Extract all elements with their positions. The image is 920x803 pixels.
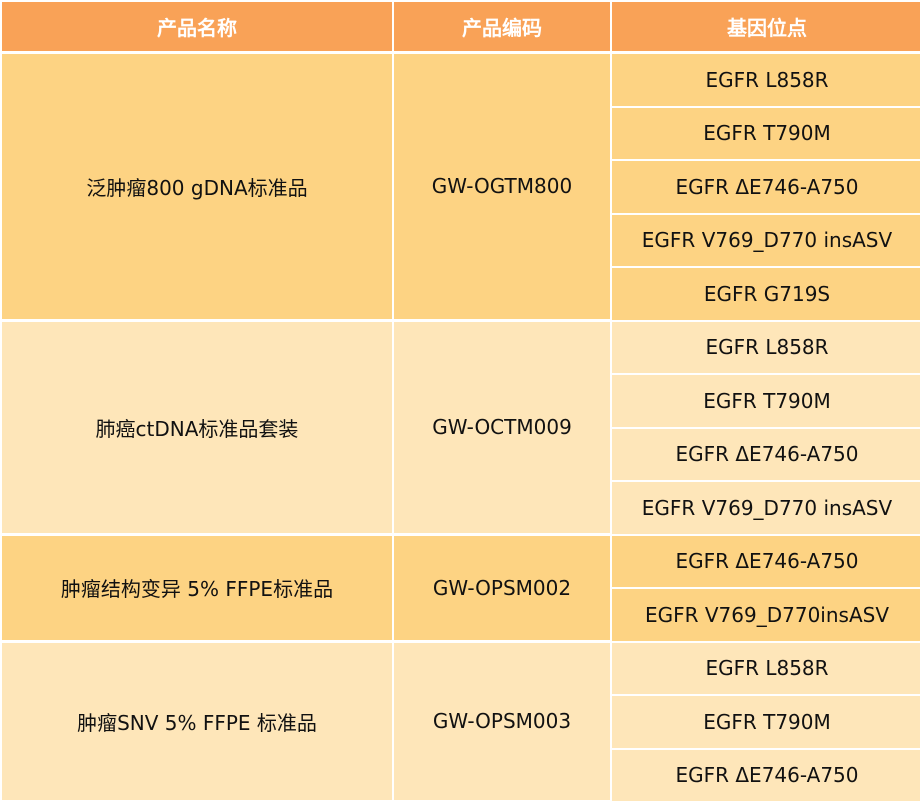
gene-site-cell: EGFR L858R bbox=[612, 322, 920, 376]
product-code-cell: GW-OCTM009 bbox=[394, 322, 610, 536]
gene-site-cell: EGFR L858R bbox=[612, 643, 920, 697]
gene-site-cell: EGFR ΔE746-A750 bbox=[612, 536, 920, 590]
gene-site-cell: EGFR G719S bbox=[612, 268, 920, 322]
gene-site-cell: EGFR T790M bbox=[612, 696, 920, 750]
gene-site-cell: EGFR T790M bbox=[612, 108, 920, 162]
gene-site-cell: EGFR V769_D770 insASV bbox=[612, 482, 920, 536]
gene-site-cell: EGFR ΔE746-A750 bbox=[612, 429, 920, 483]
product-code-cell: GW-OPSM002 bbox=[394, 536, 610, 643]
header-product-name: 产品名称 bbox=[2, 2, 392, 54]
product-code-cell: GW-OPSM003 bbox=[394, 643, 610, 803]
product-code-cell: GW-OGTM800 bbox=[394, 54, 610, 322]
product-name-cell: 泛肿瘤800 gDNA标准品 bbox=[2, 54, 392, 322]
gene-site-cell: EGFR L858R bbox=[612, 54, 920, 108]
product-name-cell: 肿瘤SNV 5% FFPE 标准品 bbox=[2, 643, 392, 803]
gene-site-cell: EGFR ΔE746-A750 bbox=[612, 161, 920, 215]
gene-site-cell: EGFR V769_D770insASV bbox=[612, 589, 920, 643]
gene-site-cell: EGFR T790M bbox=[612, 375, 920, 429]
product-name-cell: 肺癌ctDNA标准品套装 bbox=[2, 322, 392, 536]
product-name-cell: 肿瘤结构变异 5% FFPE标准品 bbox=[2, 536, 392, 643]
gene-site-cell: EGFR V769_D770 insASV bbox=[612, 215, 920, 269]
gene-site-cell: EGFR ΔE746-A750 bbox=[612, 750, 920, 803]
header-gene-site: 基因位点 bbox=[612, 2, 920, 54]
header-product-code: 产品编码 bbox=[394, 2, 610, 54]
